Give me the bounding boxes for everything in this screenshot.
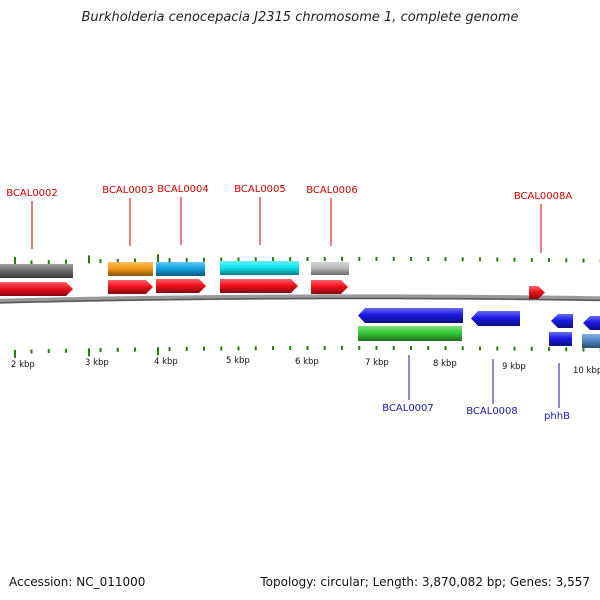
feature-bar-silver[interactable] (311, 262, 349, 275)
gene-label[interactable]: BCAL0003 (102, 185, 154, 196)
feature-bar-cyan[interactable] (220, 261, 299, 275)
cds-arrow-bcal0008[interactable] (471, 311, 520, 326)
cds-arrow-bcal0005[interactable] (220, 279, 298, 293)
gene-label[interactable]: BCAL0008A (514, 191, 573, 202)
tick-label: 3 kbp (85, 358, 109, 368)
accession-text: Accession: NC_011000 (9, 575, 146, 589)
gene-label[interactable]: BCAL0005 (234, 184, 286, 195)
genome-backbone-shadow (0, 297, 600, 304)
gene-label[interactable]: BCAL0006 (306, 185, 358, 196)
feature-bar-blue[interactable] (156, 262, 205, 276)
tick-label: 7 kbp (365, 358, 389, 368)
cds-arrow-bcal0002[interactable] (0, 282, 73, 296)
feature-bar-blue[interactable] (549, 332, 572, 346)
tick-label: 9 kbp (502, 362, 526, 372)
gene-label[interactable]: BCAL0007 (382, 403, 434, 414)
tick-label: 4 kbp (154, 357, 178, 367)
map-title: Burkholderia cenocepacia J2315 chromosom… (81, 10, 519, 25)
tick-label: 10 kbp (573, 366, 600, 376)
genome-summary-text: Topology: circular; Length: 3,870,082 bp… (260, 575, 590, 589)
cds-arrow-bcal0006[interactable] (311, 280, 348, 294)
cds-arrow-bcal0004[interactable] (156, 279, 206, 293)
genome-backbone (0, 294, 600, 304)
cds-arrow-next[interactable] (583, 316, 600, 330)
cds-arrow-phhb[interactable] (551, 314, 573, 328)
gene-label[interactable]: phhB (544, 411, 570, 422)
feature-bar-gray[interactable] (0, 264, 73, 278)
tick-label: 6 kbp (295, 357, 319, 367)
tick-label: 8 kbp (433, 359, 457, 369)
tick-label: 5 kbp (226, 356, 250, 366)
gene-label[interactable]: BCAL0004 (157, 184, 209, 195)
gene-label[interactable]: BCAL0002 (6, 188, 58, 199)
cds-arrow-bcal0007[interactable] (358, 308, 463, 323)
feature-bar-steel[interactable] (582, 334, 600, 348)
cds-arrow-bcal0008a[interactable] (529, 286, 545, 299)
tick-label: 2 kbp (11, 360, 35, 370)
feature-bar-green[interactable] (358, 326, 462, 341)
cds-arrow-bcal0003[interactable] (108, 280, 153, 294)
gene-label[interactable]: BCAL0008 (466, 406, 518, 417)
feature-bar-orange[interactable] (108, 262, 153, 276)
